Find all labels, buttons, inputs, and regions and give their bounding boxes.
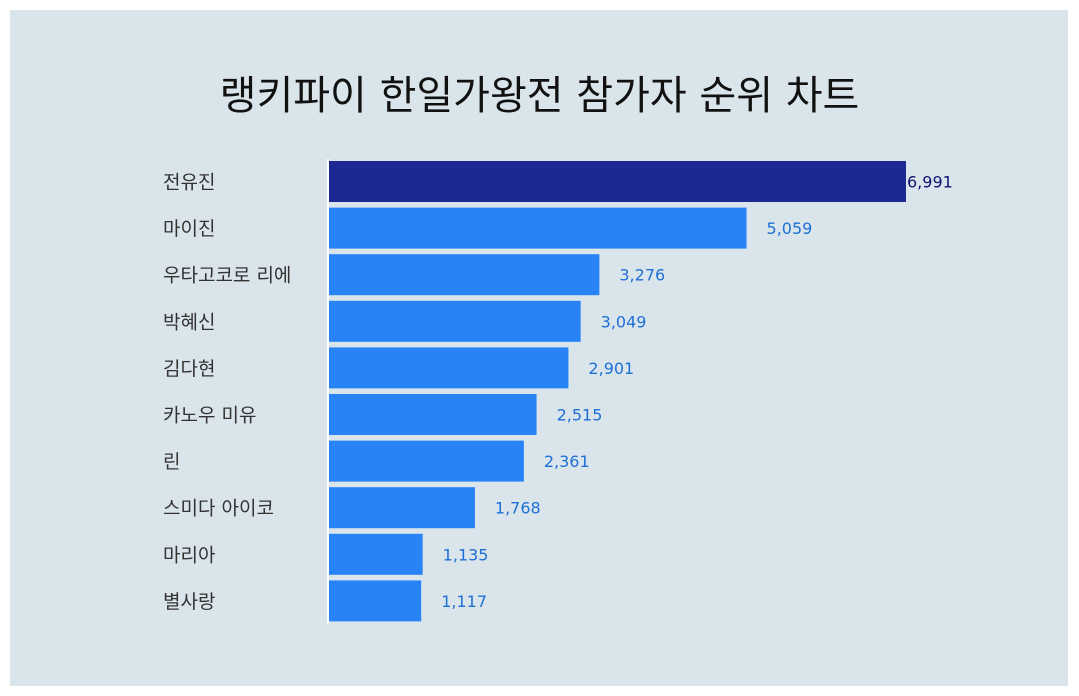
bar-4	[329, 300, 581, 342]
value-label-10: 1,117	[441, 592, 487, 611]
category-label-5: 김다현	[163, 358, 215, 380]
bar-10	[329, 580, 422, 622]
value-label-9: 1,135	[443, 545, 489, 564]
value-label-3: 3,276	[619, 266, 665, 285]
bar-5	[329, 347, 569, 389]
value-label-6: 2,515	[557, 406, 603, 425]
category-label-2: 마이진	[163, 218, 215, 240]
bar-1	[329, 161, 906, 202]
bar-9	[329, 533, 423, 575]
bar-2	[329, 207, 747, 249]
bar-7	[329, 440, 524, 482]
category-label-6: 카노우 미유	[163, 405, 256, 427]
value-label-4: 3,049	[601, 312, 647, 331]
value-label-8: 1,768	[495, 499, 541, 518]
category-label-1: 전유진	[163, 172, 215, 194]
category-label-9: 마리아	[163, 544, 215, 566]
bar-3	[329, 254, 600, 296]
value-label-5: 2,901	[588, 359, 634, 378]
chart-title: 랭키파이 한일가왕전 참가자 순위 차트	[219, 73, 860, 119]
bar-6	[329, 394, 537, 435]
value-label-7: 2,361	[544, 452, 590, 471]
category-label-4: 박혜신	[163, 311, 215, 333]
value-label-2: 5,059	[767, 219, 813, 238]
category-label-10: 별사랑	[163, 591, 215, 613]
category-label-3: 우타고코로 리에	[163, 265, 291, 287]
category-label-8: 스미다 아이코	[163, 498, 274, 520]
bar-8	[329, 487, 475, 529]
category-label-7: 린	[163, 451, 180, 473]
value-label-1: 6,991	[907, 173, 953, 192]
